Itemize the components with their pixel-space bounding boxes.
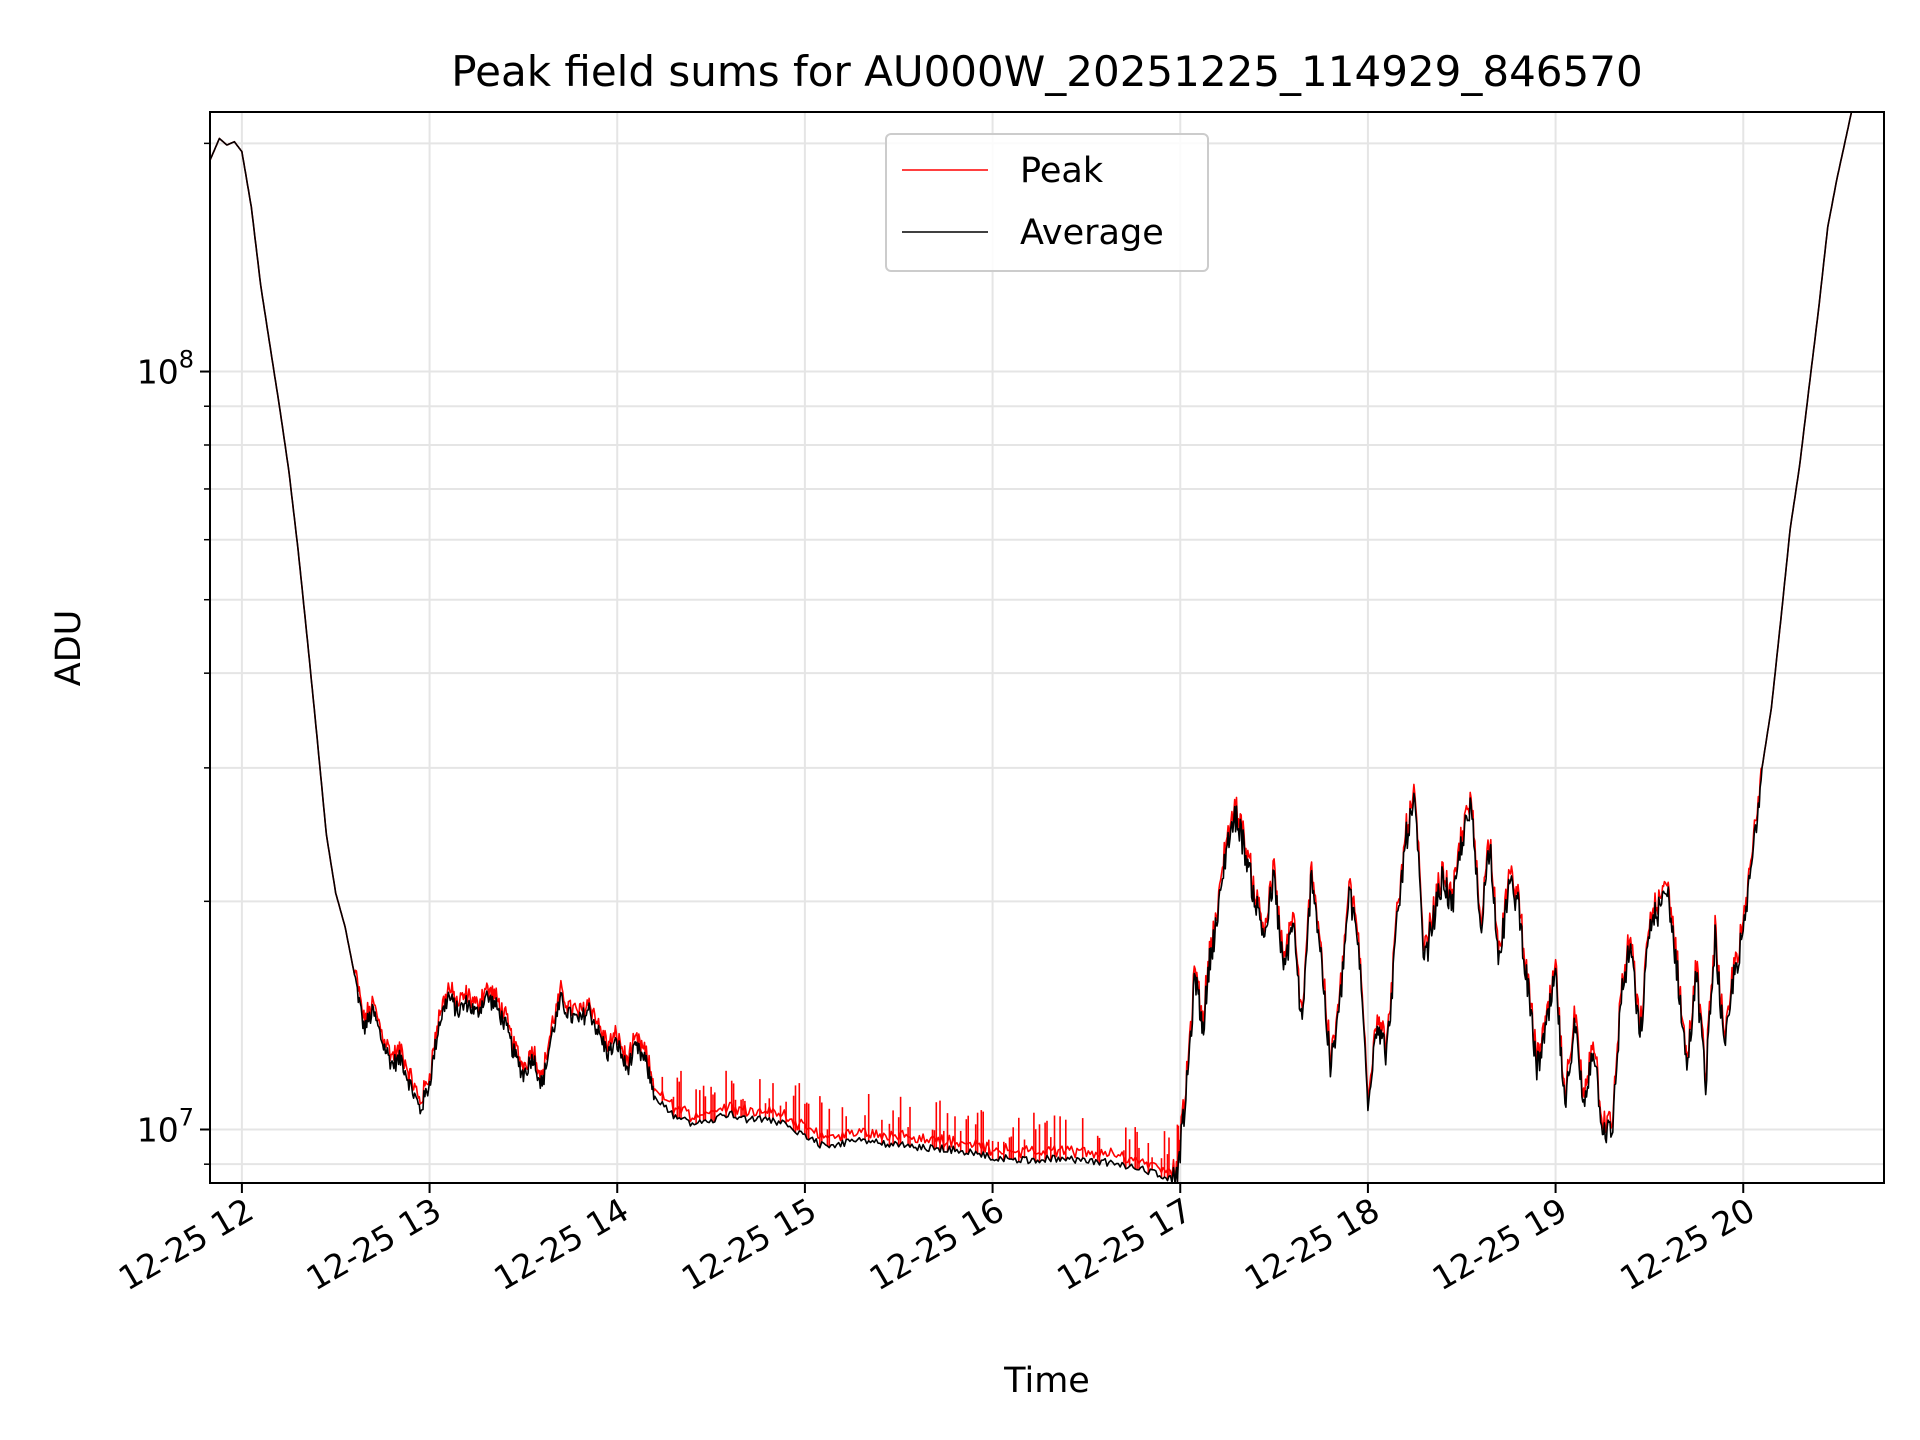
y-tick-base: 10 <box>137 1111 179 1150</box>
y-axis-label: ADU <box>49 610 89 687</box>
y-tick-exponent: 7 <box>179 1104 194 1132</box>
legend: Peak Average <box>885 133 1209 272</box>
y-tick-label: 107 <box>137 1104 194 1150</box>
y-tick-label: 108 <box>137 346 194 392</box>
chart-title: Peak field sums for AU000W_20251225_1149… <box>451 47 1642 96</box>
average-series-line <box>209 111 1853 1184</box>
legend-box <box>885 133 1209 272</box>
y-tick-base: 10 <box>137 353 179 392</box>
x-axis-label: Time <box>1003 1361 1090 1401</box>
legend-average-label: Average <box>1020 213 1164 253</box>
y-tick-exponent: 8 <box>179 346 194 374</box>
plot-lines <box>209 111 1853 1184</box>
plot-frame <box>209 111 1885 1184</box>
legend-peak-label: Peak <box>1020 151 1104 191</box>
